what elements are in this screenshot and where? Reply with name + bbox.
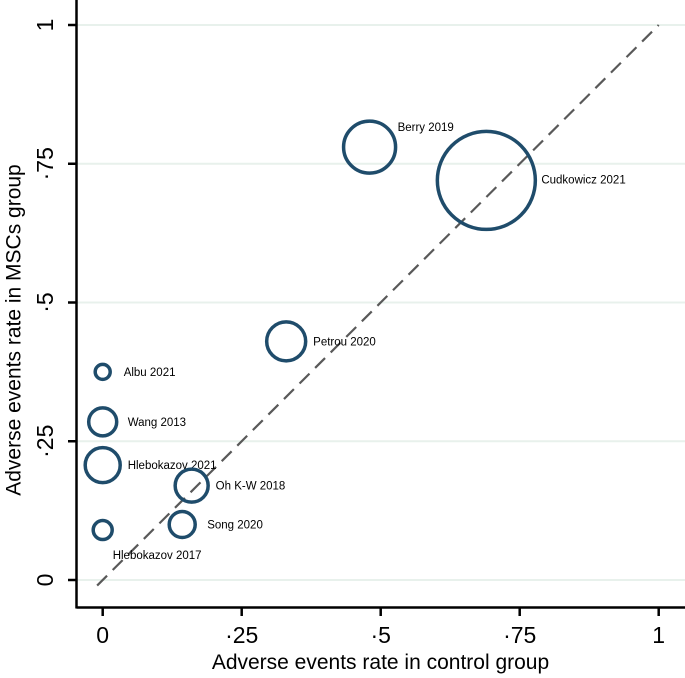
bubble-label-wang-2013: Wang 2013 (128, 417, 186, 429)
bubble-berry-2019 (341, 119, 398, 175)
bubble-label-hlebokazov-2021: Hlebokazov 2021 (128, 460, 217, 472)
bubble-label-berry-2019: Berry 2019 (398, 122, 454, 134)
x-tick-label-·5: ·5 (370, 622, 390, 648)
bubble-cudkowicz-2021 (435, 129, 538, 232)
x-tick-label-1: 1 (652, 622, 665, 648)
x-tick-label-·25: ·25 (225, 622, 258, 648)
y-tick-label-·5: ·5 (32, 292, 58, 312)
bubble-label-oh-k-w-2018: Oh K-W 2018 (216, 481, 286, 493)
bubble-hlebokazov-2017 (91, 518, 114, 542)
y-tick-label-0: 0 (32, 574, 58, 587)
bubble-hlebokazov-2021 (83, 445, 122, 485)
bubble-label-albu-2021: Albu 2021 (124, 367, 176, 379)
bubble-label-cudkowicz-2021: Cudkowicz 2021 (541, 174, 625, 186)
x-tick-label-0: 0 (96, 622, 109, 648)
bubble-petrou-2020 (264, 320, 308, 363)
bubble-label-hlebokazov-2017: Hlebokazov 2017 (113, 550, 202, 562)
identity-line (96, 24, 660, 587)
x-axis-title: Adverse events rate in control group (211, 651, 550, 674)
bubble-wang-2013 (86, 406, 119, 438)
bubble-label-song-2020: Song 2020 (207, 520, 263, 532)
bubble-albu-2021 (93, 362, 112, 382)
y-tick-label-·75: ·75 (32, 147, 58, 180)
bubble-oh-k-w-2018 (173, 467, 210, 504)
y-axis-title: Adverse events rate in MSCs group (2, 164, 26, 496)
y-tick-label-1: 1 (32, 19, 58, 32)
y-tick-label-·25: ·25 (32, 425, 58, 458)
bubble-label-petrou-2020: Petrou 2020 (313, 336, 376, 348)
x-tick-label-·75: ·75 (503, 622, 536, 648)
bubble-song-2020 (167, 509, 197, 540)
